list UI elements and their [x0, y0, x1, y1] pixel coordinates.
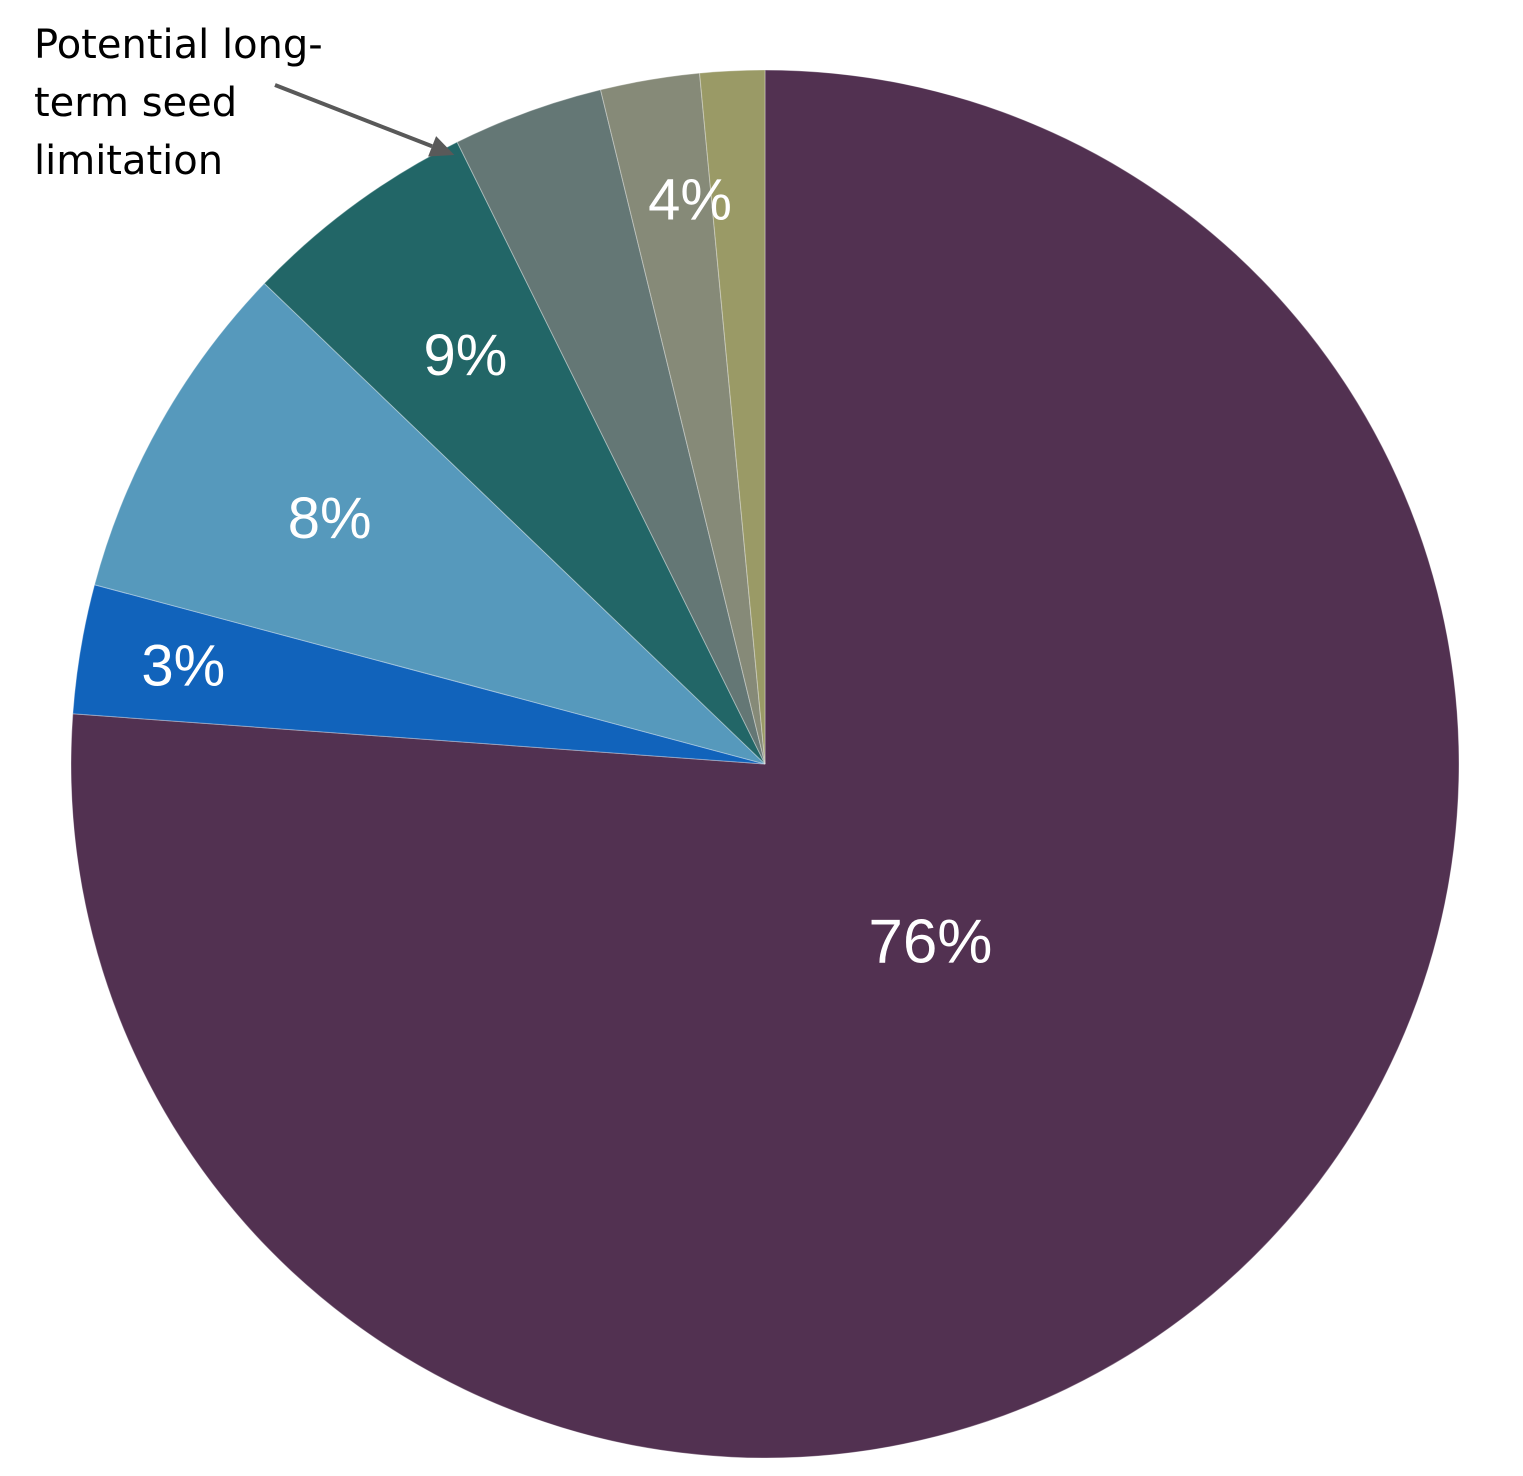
pie-slices [70, 69, 1460, 1459]
slice-label-2: 8% [288, 486, 372, 551]
slice-label-0: 76% [868, 907, 992, 976]
annotation-line-1: Potential long- [34, 22, 323, 68]
pie-slice-4 [456, 89, 766, 765]
pie-slice-5 [599, 72, 766, 765]
pie-slice-1 [72, 584, 766, 765]
annotation-arrowhead [428, 136, 455, 157]
annotation-line-2: term seed [34, 80, 237, 126]
pie-slice-3 [263, 141, 766, 765]
annotation-arrow [274, 83, 433, 149]
slice-label-5: 4% [648, 167, 732, 232]
annotation: Potential long- term seed limitation [34, 22, 455, 184]
slice-labels: 76% 3% 8% 9% 4% [141, 167, 992, 976]
slice-label-3: 9% [423, 323, 507, 388]
annotation-line-3: limitation [34, 138, 223, 184]
pie-slice-6 [699, 69, 766, 765]
pie-slice-0 [70, 69, 1460, 1459]
slice-label-1: 3% [141, 634, 225, 699]
pie-slice-2 [93, 282, 766, 765]
